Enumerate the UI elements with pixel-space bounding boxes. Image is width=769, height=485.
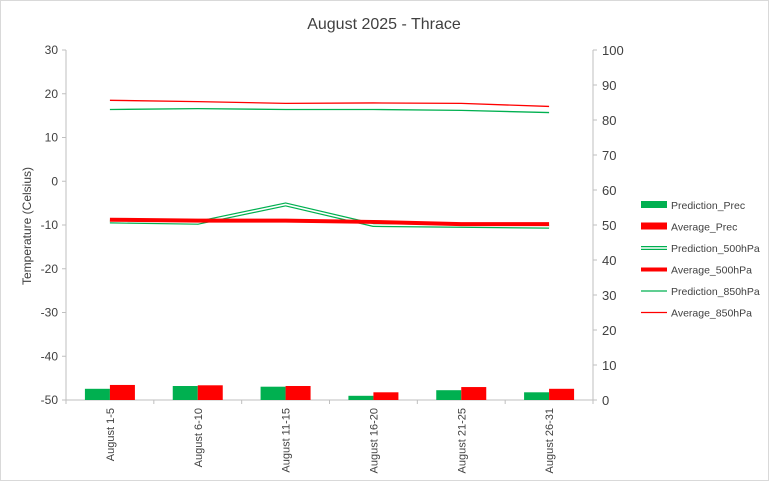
x-tick-label: August 26-31: [544, 408, 556, 473]
y2-tick-label: 0: [602, 393, 609, 408]
y2-tick-label: 20: [602, 323, 616, 338]
y-tick-label: -20: [41, 262, 59, 276]
legend-prediction-500hpa-label: Prediction_500hPa: [671, 243, 760, 255]
legend-average-500hpa-label: Average_500hPa: [671, 265, 752, 277]
bar-prediction-prec: [524, 392, 550, 400]
legend-average-850hpa-label: Average_850hPa: [671, 308, 752, 320]
chart-title: August 2025 - Thrace: [307, 16, 461, 33]
x-tick-label: August 11-15: [281, 408, 293, 473]
y2-tick-label: 100: [602, 43, 624, 58]
y-tick-label: -50: [41, 393, 59, 407]
bar-prediction-prec: [260, 386, 286, 400]
y2-tick-label: 10: [602, 358, 616, 373]
legend-prediction-850hpa-label: Prediction_850hPa: [671, 286, 760, 298]
bar-average-prec: [461, 387, 487, 400]
y2-tick-label: 60: [602, 183, 616, 198]
bar-average-prec: [373, 392, 399, 400]
y2-tick-label: 40: [602, 253, 616, 268]
y2-tick-label: 80: [602, 113, 616, 128]
x-tick-label: August 6-10: [193, 408, 205, 467]
y-tick-label: 30: [45, 43, 59, 57]
legend-prediction-prec-swatch: [641, 201, 667, 208]
x-tick-label: August 21-25: [456, 408, 468, 473]
line-average-850hpa: [109, 99, 550, 108]
x-tick-label: August 16-20: [368, 408, 380, 473]
bar-average-prec: [285, 386, 311, 400]
bar-average-prec: [197, 385, 223, 400]
y2-tick-label: 30: [602, 288, 616, 303]
bar-prediction-prec: [436, 390, 462, 400]
y-tick-label: -30: [41, 306, 59, 320]
y-tick-label: 0: [51, 174, 58, 188]
x-tick-label: August 1-5: [105, 408, 117, 461]
legend-average-prec-label: Average_Prec: [671, 222, 737, 234]
y-tick-label: 10: [45, 131, 59, 145]
legend: Prediction_Prec Average_Prec Prediction_50…: [641, 200, 760, 320]
bar-prediction-prec: [348, 395, 374, 400]
plot-area: 3020100-10-20-30-40-50100908070605040302…: [41, 43, 624, 473]
y-tick-label: -40: [41, 349, 59, 363]
y2-tick-label: 90: [602, 78, 616, 93]
legend-prediction-prec-label: Prediction_Prec: [671, 200, 745, 212]
bar-average-prec: [549, 388, 575, 400]
bar-prediction-prec: [172, 386, 198, 400]
legend-average-prec-swatch: [641, 222, 667, 230]
y-axis-label: Temperature (Celsius): [20, 167, 34, 285]
bar-average-prec: [109, 384, 135, 400]
y-tick-label: 20: [45, 87, 59, 101]
line-prediction-850hpa: [109, 107, 550, 114]
y2-tick-label: 50: [602, 218, 616, 233]
y2-tick-label: 70: [602, 148, 616, 163]
line-average-500hpa: [109, 217, 550, 227]
y-tick-label: -10: [41, 218, 59, 232]
bar-prediction-prec: [84, 388, 110, 400]
